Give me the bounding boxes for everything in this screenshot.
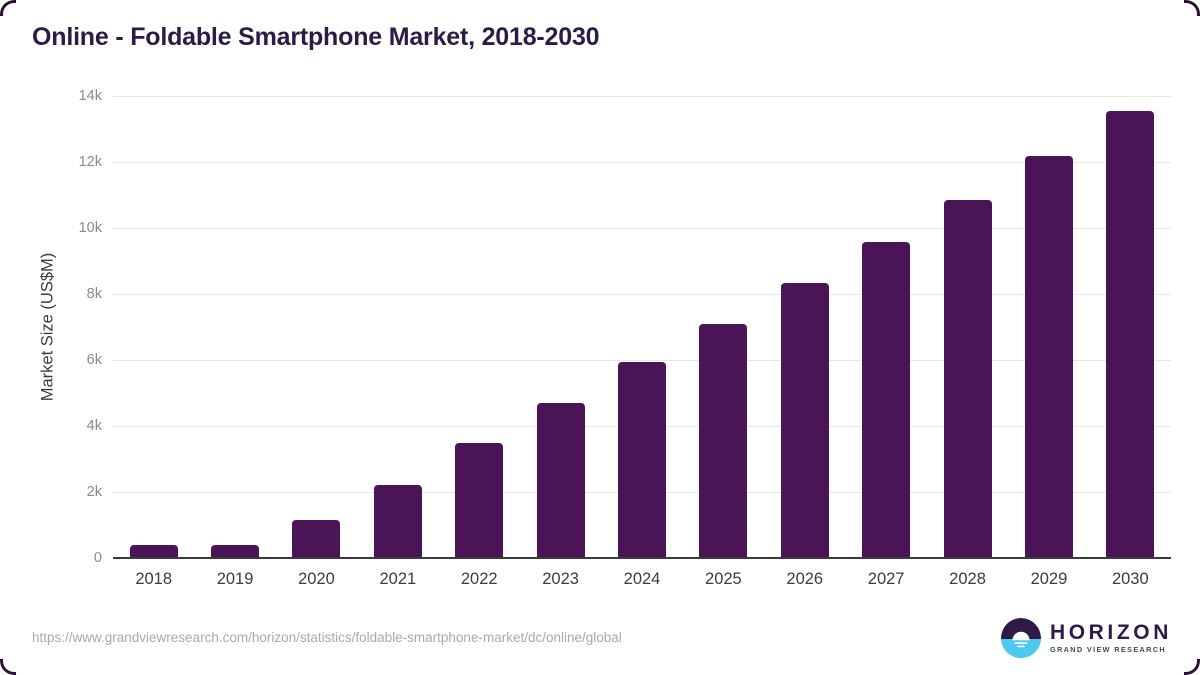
- bar[interactable]: [455, 443, 504, 558]
- chart-title: Online - Foldable Smartphone Market, 201…: [32, 23, 600, 51]
- x-axis-tick-label: 2029: [1030, 570, 1068, 588]
- gridline: [113, 96, 1171, 97]
- horizon-mark-svg: [1000, 618, 1041, 658]
- frame-corner-top-left: [0, 0, 16, 16]
- x-axis-tick-label: 2024: [623, 570, 661, 588]
- bar[interactable]: [211, 545, 260, 558]
- x-axis-tick-label: 2023: [542, 570, 579, 588]
- y-axis-tick-label: 14k: [78, 88, 102, 104]
- bar[interactable]: [1106, 110, 1155, 558]
- horizon-wordmark: HORIZON: [1049, 621, 1172, 645]
- plot-area: 0 2k 4k 6k 8k 10k 12k 14k: [79, 88, 1171, 566]
- gridline: [113, 228, 1171, 229]
- bar[interactable]: [129, 545, 178, 558]
- y-axis-tick-label: 6k: [86, 352, 102, 368]
- bar[interactable]: [699, 324, 748, 558]
- y-axis-tick-label: 2k: [86, 484, 102, 500]
- bar[interactable]: [780, 283, 829, 558]
- bar[interactable]: [536, 402, 585, 558]
- y-axis-tick-label: 8k: [86, 286, 102, 302]
- gridline: [113, 162, 1171, 163]
- x-axis-tick-label: 2025: [705, 570, 742, 588]
- gridline: [113, 294, 1171, 295]
- horizon-logo-icon: [1000, 618, 1041, 658]
- bar[interactable]: [292, 520, 341, 558]
- x-axis-tick-label: 2030: [1111, 570, 1149, 588]
- bar[interactable]: [943, 200, 992, 558]
- horizon-logo[interactable]: HORIZON GRAND VIEW RESEARCH: [1000, 618, 1172, 658]
- y-axis-tick-label: 4k: [86, 418, 102, 434]
- y-axis-tick-label: 12k: [78, 154, 102, 170]
- y-axis-label-text: Market Size (US$M): [38, 252, 57, 402]
- x-axis-tick-label: 2020: [298, 570, 335, 588]
- x-axis-tick-label: 2028: [949, 570, 986, 588]
- frame-corner-bottom-left: [0, 659, 16, 675]
- source-url[interactable]: https://www.grandviewresearch.com/horizo…: [32, 630, 622, 645]
- frame-corner-top-right: [1184, 0, 1200, 16]
- x-axis-tick-label: 2022: [460, 570, 498, 588]
- bar[interactable]: [862, 241, 911, 558]
- frame-corner-bottom-right: [1184, 659, 1200, 675]
- bar[interactable]: [1024, 156, 1073, 558]
- bar[interactable]: [373, 485, 422, 558]
- y-axis-tick-label: 0: [93, 550, 102, 566]
- x-axis-tick-label: 2026: [786, 570, 824, 588]
- horizon-tagline: GRAND VIEW RESEARCH: [1049, 645, 1167, 655]
- x-axis-tick-label: 2021: [379, 570, 417, 588]
- x-axis-line: [113, 557, 1171, 559]
- y-axis-tick-label: 10k: [78, 220, 102, 236]
- x-axis-tick-label: 2019: [216, 570, 254, 588]
- bar[interactable]: [618, 361, 666, 558]
- horizon-logo-text: HORIZON GRAND VIEW RESEARCH: [1050, 622, 1172, 653]
- x-axis-tick-label: 2018: [135, 570, 173, 588]
- gridline: [113, 360, 1171, 361]
- x-axis-tick-label: 2027: [867, 570, 905, 588]
